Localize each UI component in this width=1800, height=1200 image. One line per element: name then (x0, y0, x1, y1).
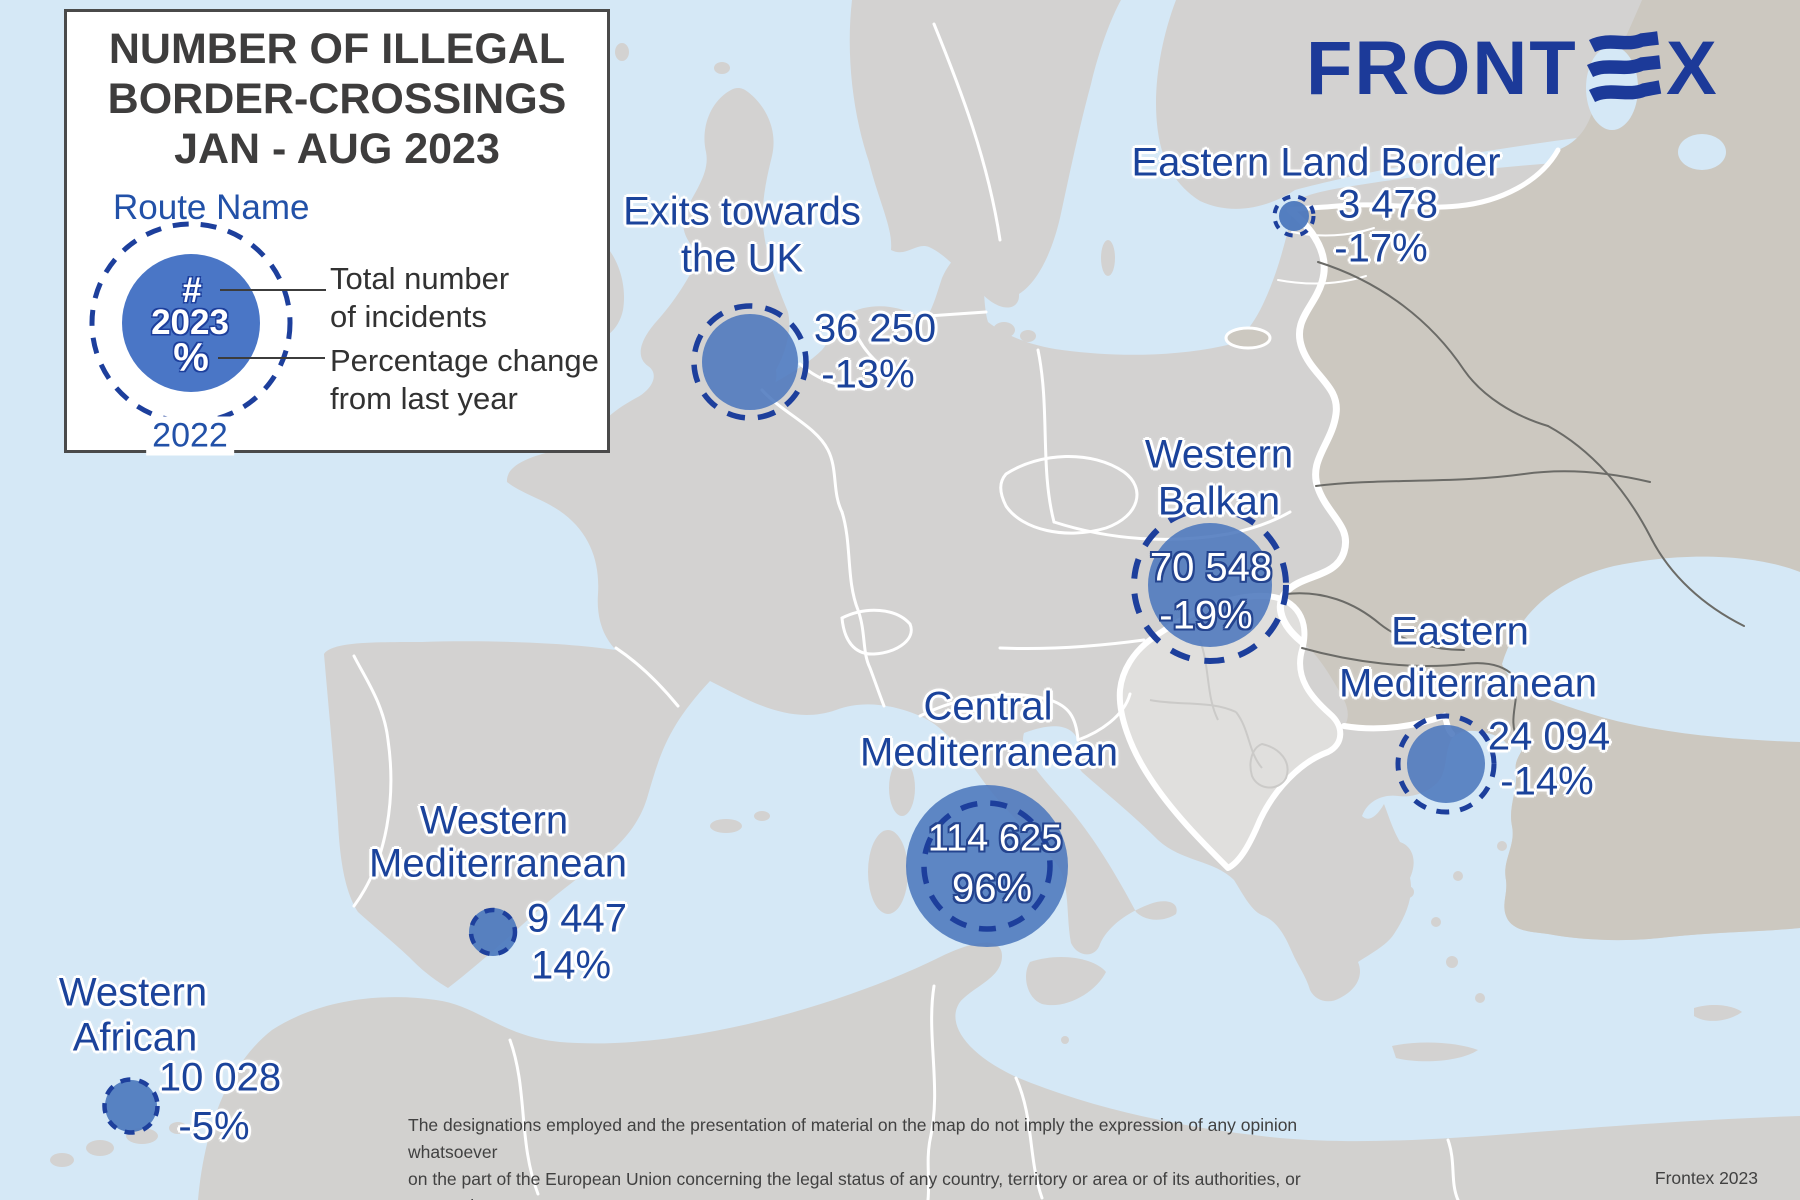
route-change-western-mediterranean: 14% (530, 943, 612, 988)
route-change-exits-uk: -13% (821, 352, 915, 397)
route-label-western-balkan-line1: Western (1144, 432, 1294, 477)
route-label-eastern-mediterranean-line1: Eastern (1391, 609, 1529, 654)
route-circle-exits-towards-the-uk (691, 303, 809, 421)
legend-callout-line-percent (218, 357, 325, 359)
route-change-western-balkan: -19% (1159, 593, 1253, 638)
legend-callout-line-total (220, 289, 326, 291)
legend-year-2023: 2023 (151, 303, 229, 342)
route-change-central-mediterranean: 96% (951, 866, 1033, 911)
land-kaliningrad (1224, 326, 1272, 350)
route-circle-western-african (102, 1077, 160, 1135)
route-label-exits-uk-line2: the UK (680, 236, 804, 281)
legend-percent-symbol: % (173, 335, 209, 380)
legend-total-callout: Total number of incidents (330, 261, 510, 334)
route-total-eastern-land-border: 3 478 (1337, 182, 1439, 227)
route-change-western-african: -5% (178, 1104, 250, 1149)
route-total-western-african: 10 028 (158, 1055, 282, 1100)
frontex-logo-graphic: FRONT X (1306, 30, 1717, 110)
map-title-line1: NUMBER OF ILLEGAL (108, 25, 566, 73)
frontex-logo-stylized-e (1586, 31, 1662, 103)
internal-borders-africa (508, 984, 1460, 1200)
legend-panel: NUMBER OF ILLEGAL BORDER-CROSSINGS JAN -… (64, 9, 610, 456)
legend-hash-symbol: # (182, 271, 202, 310)
route-circle-eastern-land-border (1272, 194, 1316, 238)
land-scandinavia (849, 0, 1121, 308)
route-label-western-balkan-line2: Balkan (1157, 479, 1281, 524)
disclaimer-text: The designations employed and the presen… (408, 1115, 1301, 1200)
route-label-eastern-land-border: Eastern Land Border (1131, 140, 1501, 185)
lake-northeast-2 (1678, 134, 1726, 170)
internal-borders-balkans (1149, 639, 1289, 789)
route-label-western-mediterranean-line1: Western (419, 798, 569, 843)
attribution-text: Frontex 2023 (1654, 1168, 1758, 1188)
route-label-central-mediterranean-line1: Central (923, 684, 1053, 729)
route-circle-eastern-mediterranean (1395, 713, 1497, 815)
legend-year-2022: 2022 (146, 416, 234, 456)
frontex-logo: FRONT X (1306, 30, 1736, 110)
route-label-western-mediterranean-line2: Mediterranean (369, 841, 627, 886)
internal-borders-non-eu (1285, 261, 1745, 741)
route-circle-western-balkan (1131, 506, 1289, 664)
route-total-exits-uk: 36 250 (813, 306, 937, 351)
route-label-eastern-mediterranean-line2: Mediterranean (1339, 661, 1597, 706)
frontex-logo-text-x: X (1666, 30, 1717, 110)
route-total-western-mediterranean: 9 447 (526, 896, 628, 941)
route-total-central-mediterranean: 114 625 (927, 817, 1063, 860)
route-label-western-african-line1: Western (58, 970, 208, 1015)
black-sea (1502, 556, 1800, 742)
route-label-central-mediterranean-line2: Mediterranean (860, 730, 1118, 775)
route-change-eastern-mediterranean: -14% (1500, 759, 1594, 804)
route-total-eastern-mediterranean: 24 094 (1487, 714, 1611, 759)
route-label-western-african-line2: African (72, 1015, 198, 1060)
land-north-africa (198, 942, 1800, 1200)
legend-percent-callout: Percentage change from last year (330, 343, 599, 416)
legend-route-name-label: Route Name (113, 188, 310, 227)
map-title-line2: BORDER-CROSSINGS (107, 75, 567, 123)
route-circle-western-mediterranean (468, 907, 518, 957)
map-title: NUMBER OF ILLEGAL BORDER-CROSSINGS JAN -… (67, 24, 607, 174)
route-total-western-balkan: 70 548 (1149, 545, 1273, 590)
map-title-line3: JAN - AUG 2023 (174, 125, 500, 173)
route-change-eastern-land-border: -17% (1334, 226, 1428, 271)
route-circle-central-mediterranean (906, 785, 1068, 947)
islands (50, 12, 1742, 1167)
route-label-exits-uk-line1: Exits towards (623, 189, 861, 234)
internal-borders-eu (352, 22, 1375, 908)
frontex-logo-text-front: FRONT (1306, 30, 1578, 110)
